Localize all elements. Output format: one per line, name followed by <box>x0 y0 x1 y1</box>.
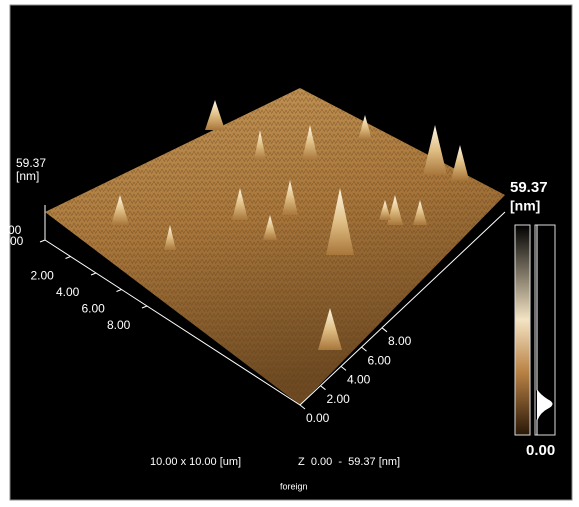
footer: foreign <box>280 481 308 491</box>
left-axis-label: 0.00 <box>0 234 24 248</box>
right-axis-label: 6.00 <box>368 353 392 367</box>
color-bar-unit: [nm] <box>510 198 540 214</box>
color-bar <box>515 225 530 435</box>
right-axis-label: 8.00 <box>388 334 412 348</box>
color-bar-min: 0.00 <box>526 442 555 459</box>
right-axis-label: 0.00 <box>306 411 330 425</box>
color-bar-max: 59.37 <box>510 179 548 196</box>
left-axis-label: 6.00 <box>82 302 106 316</box>
right-axis-label: 4.00 <box>347 373 371 387</box>
scan-size: 10.00 x 10.00 [um] <box>150 456 241 468</box>
right-axis-label: 2.00 <box>327 392 351 406</box>
z-range: Z 0.00 - 59.37 [nm] <box>298 456 400 468</box>
z-max: 59.37 <box>16 156 46 170</box>
left-axis-label: 4.00 <box>56 285 80 299</box>
z-unit: [nm] <box>16 169 39 183</box>
afm-image: 59.37 [nm] 0.00 0.002.004.006.008.000.00… <box>0 0 579 507</box>
left-axis-label: 8.00 <box>107 318 131 332</box>
left-axis-label: 2.00 <box>31 269 55 283</box>
